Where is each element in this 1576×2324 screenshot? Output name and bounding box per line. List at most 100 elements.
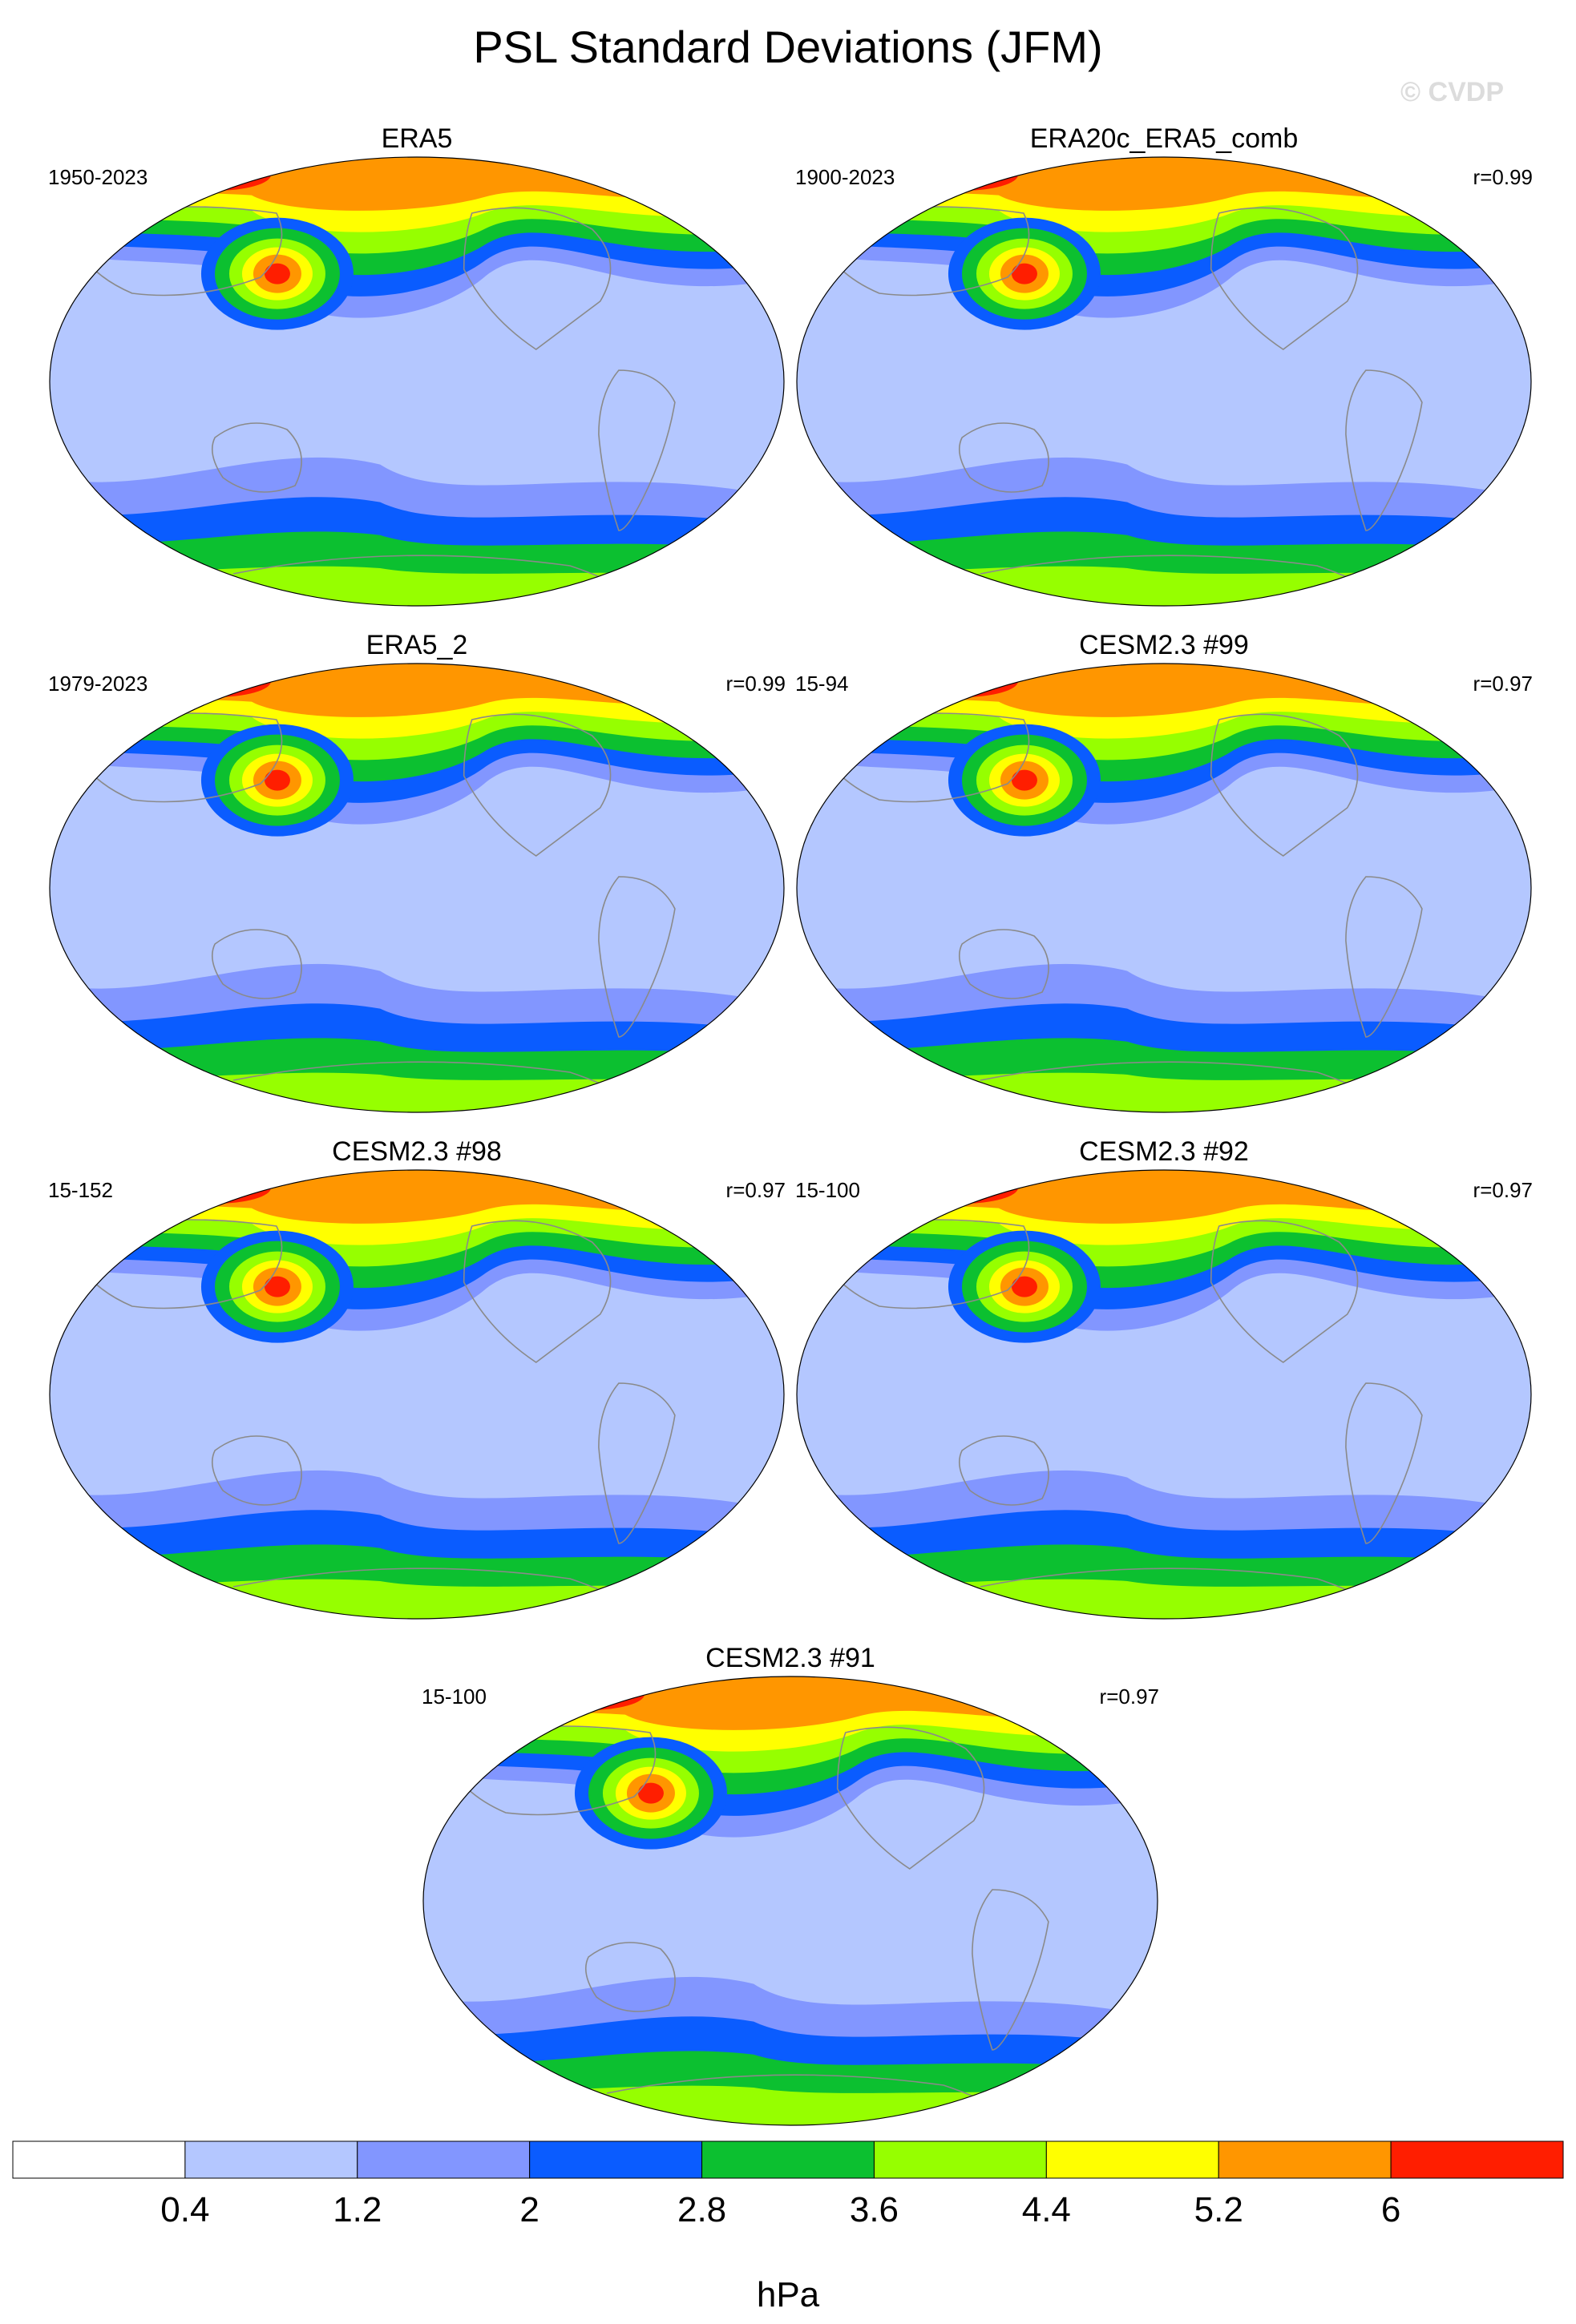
sh-level-band: [50, 1072, 784, 1112]
contour-field: [797, 664, 1531, 1112]
arctic-max: [906, 1172, 1019, 1204]
figure-title: PSL Standard Deviations (JFM): [473, 22, 1102, 72]
continent-outline: [1210, 713, 1359, 857]
colorbar-tick-label: 3.6: [850, 2190, 899, 2229]
colorbar-swatch: [12, 2140, 186, 2179]
sh-level-band: [797, 1072, 1531, 1112]
continent-outline: [1210, 207, 1359, 350]
map-panel: CESM2.3 #92 15-100 r=0.97: [795, 1136, 1533, 1620]
colorbar-tick-label: 2.8: [677, 2190, 726, 2229]
contour-field: [797, 1170, 1531, 1619]
continent-outline: [212, 422, 302, 493]
nh-level-band: [423, 1676, 1158, 1730]
colorbar-swatch: [357, 2140, 531, 2179]
nh-level-band: [50, 157, 784, 211]
north-pacific-max: [1011, 769, 1037, 791]
arctic-max: [906, 665, 1019, 697]
contour-field: [50, 664, 784, 1112]
continent-outline: [598, 1382, 676, 1544]
panel-period: 15-94: [795, 672, 849, 696]
sh-level-band: [797, 1579, 1531, 1619]
continent-outline: [1345, 1382, 1423, 1544]
colorbar-swatch: [529, 2140, 703, 2179]
colorbar-swatch: [701, 2140, 875, 2179]
panel-correlation: r=0.97: [726, 1178, 786, 1202]
panel-period: 15-100: [795, 1178, 860, 1202]
continent-outline: [585, 1942, 676, 2012]
panel-title: CESM2.3 #99: [1079, 630, 1249, 660]
map-border: [422, 1676, 1158, 2126]
map-panel: CESM2.3 #98 15-152 r=0.97: [48, 1136, 786, 1620]
continent-outline: [1345, 876, 1423, 1038]
panel-correlation: r=0.97: [1473, 1178, 1533, 1202]
map-panel: ERA20c_ERA5_comb 1900-2023 r=0.99: [795, 123, 1533, 607]
contour-field: [797, 157, 1531, 606]
continent-outline: [959, 929, 1049, 999]
colorbar-tick-label: 2: [519, 2190, 539, 2229]
panel-period: 15-152: [48, 1178, 113, 1202]
map-panel: CESM2.3 #91 15-100 r=0.97: [422, 1643, 1159, 2126]
sh-level-band: [797, 566, 1531, 606]
north-pacific-max: [264, 1276, 290, 1297]
north-pacific-max: [264, 263, 290, 284]
colorbar-tick-label: 4.4: [1022, 2190, 1071, 2229]
continent-outline: [463, 1220, 612, 1363]
map-border: [796, 1169, 1532, 1620]
north-pacific-max: [637, 1782, 664, 1804]
sh-level-band: [50, 1579, 784, 1619]
panel-title: CESM2.3 #92: [1079, 1136, 1249, 1167]
panel-correlation: r=0.97: [1100, 1684, 1159, 1709]
sh-level-band: [423, 2085, 1158, 2125]
contour-field: [50, 1170, 784, 1619]
colorbar-swatch: [184, 2140, 358, 2179]
colorbar-swatch: [1218, 2140, 1392, 2179]
panel-correlation: r=0.97: [1473, 672, 1533, 696]
arctic-max: [906, 159, 1019, 191]
north-pacific-max: [1011, 1276, 1037, 1297]
panel-title: ERA20c_ERA5_comb: [1030, 123, 1299, 154]
map-border: [49, 156, 785, 607]
nh-level-band: [797, 664, 1531, 717]
map-border: [796, 663, 1532, 1113]
panel-period: 1900-2023: [795, 165, 895, 189]
watermark: © CVDP: [1400, 77, 1504, 107]
map-panel: ERA5 1950-2023: [48, 123, 785, 607]
nh-level-band: [797, 1170, 1531, 1224]
continent-outline: [598, 369, 676, 531]
arctic-max: [159, 159, 272, 191]
map-border: [49, 663, 785, 1113]
continent-outline: [959, 422, 1049, 493]
arctic-max: [159, 665, 272, 697]
colorbar-label: hPa: [757, 2275, 820, 2314]
nh-level-band: [50, 1170, 784, 1224]
panel-period: 15-100: [422, 1684, 487, 1709]
continent-outline: [463, 207, 612, 350]
colorbar-tick-label: 5.2: [1194, 2190, 1243, 2229]
map-border: [796, 156, 1532, 607]
panel-title: ERA5_2: [366, 630, 468, 660]
north-pacific-max: [264, 769, 290, 791]
continent-outline: [463, 713, 612, 857]
nh-level-band: [797, 157, 1531, 211]
panel-title: CESM2.3 #98: [332, 1136, 502, 1167]
panel-period: 1979-2023: [48, 672, 147, 696]
map-panels: ERA5 1950-2023 ERA20c_ERA5_comb 1900-2023 r=…: [48, 123, 1533, 2126]
nh-level-band: [50, 664, 784, 717]
map-panel: ERA5_2 1979-2023 r=0.99: [48, 630, 786, 1113]
panel-title: CESM2.3 #91: [705, 1643, 875, 1673]
map-panel: CESM2.3 #99 15-94 r=0.97: [795, 630, 1533, 1113]
continent-outline: [972, 1889, 1049, 2051]
panel-correlation: r=0.99: [1473, 165, 1533, 189]
panel-correlation: r=0.99: [726, 672, 786, 696]
continent-outline: [1345, 369, 1423, 531]
continent-outline: [212, 929, 302, 999]
colorbar-tick-label: 0.4: [160, 2190, 209, 2229]
continent-outline: [836, 1726, 985, 1870]
panel-period: 1950-2023: [48, 165, 147, 189]
colorbar-tick-label: 6: [1381, 2190, 1400, 2229]
colorbar-swatch: [873, 2140, 1047, 2179]
continent-outline: [212, 1435, 302, 1506]
arctic-max: [159, 1172, 272, 1204]
colorbar-swatch: [1390, 2140, 1564, 2179]
